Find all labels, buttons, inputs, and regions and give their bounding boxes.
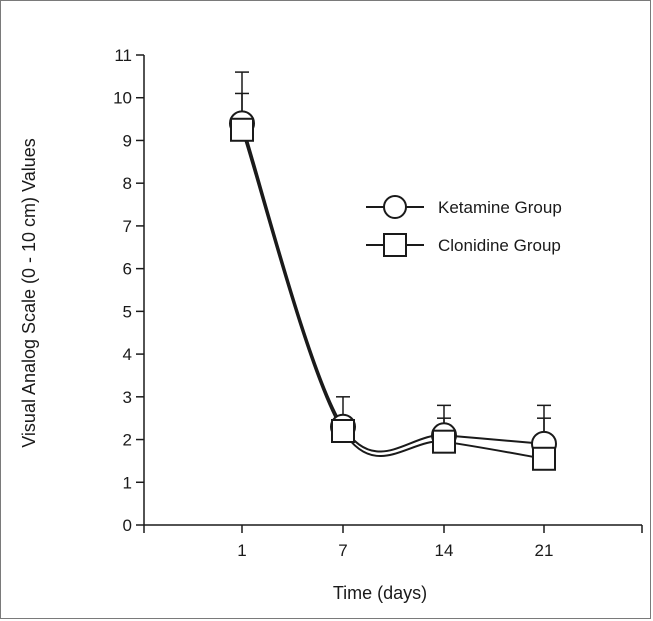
error-bars-square — [235, 92, 551, 459]
markers-circle — [229, 110, 557, 457]
y-tick-label: 9 — [123, 131, 132, 150]
x-tick-label: 7 — [338, 541, 347, 560]
y-tick-label: 7 — [123, 217, 132, 236]
y-tick-label: 6 — [123, 260, 132, 279]
y-tick-label: 10 — [113, 89, 132, 108]
series-line-square — [241, 129, 545, 460]
data-point-square — [432, 429, 456, 454]
error-bars-circle — [235, 71, 551, 444]
y-tick-label: 0 — [123, 516, 132, 535]
x-tick-label: 21 — [535, 541, 554, 560]
series-line-circle — [241, 123, 545, 453]
legend-marker-square — [383, 233, 407, 257]
x-tick-label: 14 — [435, 541, 454, 560]
y-tick-label: 8 — [123, 174, 132, 193]
y-tick-label: 11 — [114, 46, 132, 65]
y-axis-title: Visual Analog Scale (0 - 10 cm) Values — [19, 138, 39, 448]
data-point-square — [331, 419, 355, 443]
y-tick-label: 5 — [123, 302, 132, 321]
x-tick-label: 1 — [237, 541, 246, 560]
data-point-square — [532, 446, 556, 471]
y-tick-label: 1 — [123, 473, 132, 492]
data-point-square — [230, 117, 254, 142]
legend-label: Clonidine Group — [438, 236, 561, 255]
y-tick-label: 3 — [123, 388, 132, 407]
y-tick-label: 2 — [123, 431, 132, 450]
legend-marker-circle — [383, 195, 407, 219]
markers-square — [230, 117, 556, 471]
series-layer — [229, 71, 557, 471]
legend-label: Ketamine Group — [438, 198, 562, 217]
y-tick-label: 4 — [123, 345, 132, 364]
legend: Ketamine Group Clonidine Group — [366, 195, 562, 257]
x-axis-title: Time (days) — [333, 583, 427, 603]
